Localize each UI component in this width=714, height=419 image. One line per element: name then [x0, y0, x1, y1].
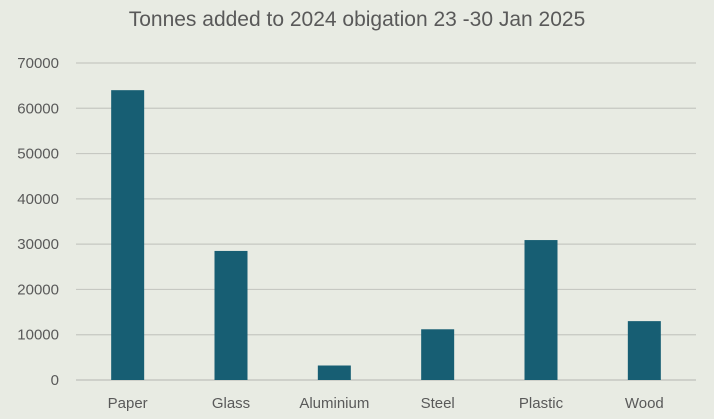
y-tick-label: 20000: [17, 281, 59, 298]
x-tick-label-glass: Glass: [212, 395, 250, 412]
bar-aluminium: [317, 365, 351, 380]
chart-title: Tonnes added to 2024 obigation 23 -30 Ja…: [128, 8, 586, 31]
gridlines: [76, 62, 696, 381]
y-tick-label: 70000: [17, 55, 59, 72]
bars: [111, 90, 661, 381]
x-tick-label-paper: Paper: [108, 395, 148, 412]
y-tick-label: 0: [51, 372, 59, 389]
bar-glass: [214, 250, 248, 380]
y-tick-label: 40000: [17, 191, 59, 208]
y-tick-label: 10000: [17, 327, 59, 344]
bar-plastic: [524, 240, 558, 380]
x-axis-ticks: Paper Glass Aluminium Steel Plastic Wood: [108, 395, 664, 412]
bar-paper: [111, 90, 145, 381]
y-tick-label: 60000: [17, 100, 59, 117]
y-tick-label: 30000: [17, 236, 59, 253]
bar-steel: [421, 329, 455, 380]
y-tick-label: 50000: [17, 146, 59, 163]
x-tick-label-aluminium: Aluminium: [299, 395, 369, 412]
x-tick-label-wood: Wood: [625, 395, 664, 412]
x-tick-label-steel: Steel: [421, 395, 455, 412]
x-tick-label-plastic: Plastic: [519, 395, 564, 412]
y-axis-ticks: 0 10000 20000 30000 40000 50000 60000 70000: [17, 55, 59, 389]
bar-wood: [627, 321, 661, 380]
